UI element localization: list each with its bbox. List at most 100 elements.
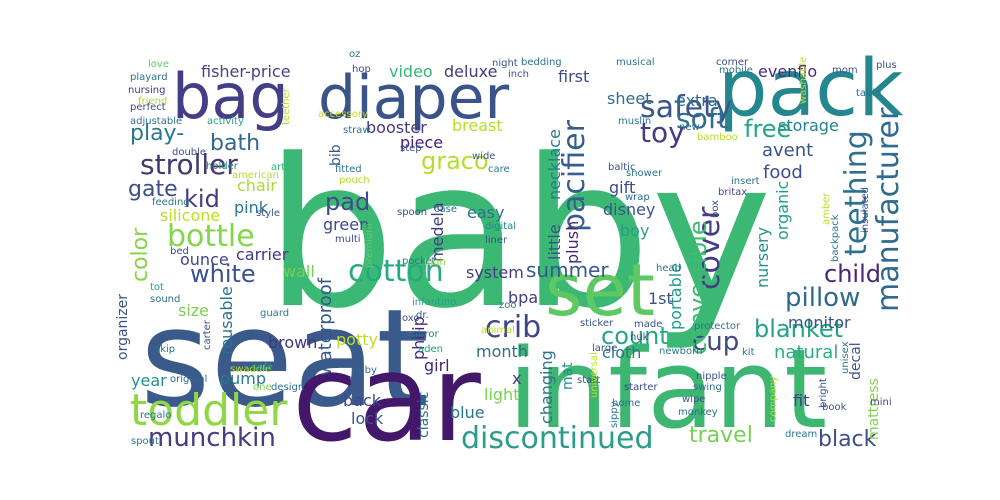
cloud-word-tot: tot [150,282,164,293]
cloud-word-baltic: baltic [608,162,635,173]
cloud-word-bright: bright [818,378,829,408]
cloud-word-classic: classic [416,392,432,438]
cloud-word-newborn: newborn [659,346,702,357]
cloud-word-backpack: backpack [830,214,841,262]
cloud-word-swing: swing [693,382,722,393]
cloud-word-feeding: feeding [152,197,190,208]
cloud-word-first: first [558,67,589,86]
cloud-word-nuk: nuk [630,332,649,343]
cloud-word-one: one [253,382,272,393]
cloud-word-dream: dream [785,429,817,440]
cloud-word-pack: pack [718,44,903,134]
cloud-word-manufacturer: manufacturer [871,107,906,312]
cloud-word-premium: premium [364,223,375,268]
cloud-word-care: care [488,164,510,175]
cloud-word-diaper: diaper [318,63,510,133]
cloud-word-muslin: muslin [618,116,651,127]
cloud-word-black: black [818,427,877,452]
cloud-word-blue: blue [450,403,485,422]
cloud-word-chair: chair [237,176,277,195]
cloud-word-philip: philip [409,316,428,360]
cloud-word-cup: cup [692,327,739,357]
cloud-word-swaddle: swaddle [230,364,271,375]
cloud-word-extra: extra [676,91,718,110]
cloud-word-count: count [601,322,669,350]
cloud-word-wall: wall [283,262,315,281]
cloud-word-straw: straw [343,125,371,136]
cloud-word-bath: bath [210,131,260,156]
cloud-word-nuby: nuby [352,365,377,376]
cloud-word-playard: playard [130,72,168,83]
cloud-word-back: back [343,391,382,410]
cloud-word-x: x [512,369,521,388]
cloud-word-play: play- [130,121,184,146]
cloud-word-free: free [744,115,791,143]
cloud-word-dr: dr. [416,310,429,321]
cloud-word-bottle: bottle [167,219,255,254]
cloud-word-multi: multi [335,234,361,245]
cloud-word-toddler: toddler [130,385,288,436]
cloud-word-child: child [824,260,881,288]
cloud-word-guard: guard [260,308,289,319]
cloud-word-kit: kit [742,347,755,358]
cloud-word-breast: breast [452,116,503,135]
cloud-word-wide: wide [472,151,495,162]
cloud-word-sound: sound [150,294,180,305]
cloud-word-blanket: blanket [754,315,843,343]
cloud-word-nursing: nursing [128,85,165,96]
cloud-word-boy: boy [620,221,649,240]
cloud-word-liner: liner [485,235,508,246]
cloud-word-sippy: sippy [609,401,620,428]
cloud-word-insert: insert [731,176,760,187]
cloud-word-white: white [190,260,256,288]
cloud-word-piece: piece [400,133,443,152]
cloud-word-easy: easy [467,203,504,222]
cloud-word-carter: carter [202,319,213,350]
cloud-word-insulated: insulated [860,187,871,233]
cloud-word-musical: musical [616,57,654,68]
cloud-word-company: company [768,376,779,422]
cloud-word-infantino: infantino [412,297,456,308]
cloud-word-disney: disney [603,200,655,219]
cloud-word-mini: mini [870,397,892,408]
cloud-word-case: case [434,204,457,215]
cloud-word-high: high [424,257,446,268]
cloud-word-pouch: pouch [339,175,370,186]
cloud-word-color: color [128,227,153,282]
cloud-word-safety: safety [640,90,733,125]
cloud-word-accessory: accessory [318,109,368,120]
cloud-word-travel: travel [689,423,753,448]
cloud-word-waterproof: waterproof [315,277,336,376]
cloud-word-style: style [256,208,280,219]
cloud-word-britax: britax [718,187,747,198]
cloud-word-starter: starter [624,382,658,393]
cloud-word-decal: decal [848,342,864,380]
cloud-word-pad: pad [325,188,370,216]
cloud-word-mattress: mattress [866,378,882,440]
cloud-word-potty: potty [336,330,378,349]
cloud-word-toy: toy [640,116,685,149]
cloud-word-crib: crib [485,310,541,345]
cloud-word-double: double [172,147,206,158]
cloud-word-home: home [612,398,640,409]
cloud-word-step: step [400,143,422,154]
cloud-word-summer: summer [526,258,609,282]
cloud-word-hop: hop [352,64,371,75]
cloud-word-month: month [476,342,528,361]
cloud-word-table: table [856,88,881,99]
cloud-word-bed: bed [170,246,189,257]
cloud-word-safe: safe [252,362,273,373]
cloud-word-inch: inch [508,69,529,80]
cloud-word-deluxe: deluxe [444,62,497,81]
cloud-word-nipple: nipple [696,371,727,382]
cloud-word-pillow: pillow [785,283,860,313]
cloud-word-plush: plush [563,221,582,264]
cloud-word-bib: bib [328,144,344,166]
cloud-word-zoo: zoo [499,300,517,311]
cloud-word-reusable: reusable [217,286,236,355]
cloud-word-carrier: carrier [236,245,289,264]
cloud-word-mobile: mobile [719,65,753,76]
cloud-word-fisher-price: fisher-price [201,62,291,81]
